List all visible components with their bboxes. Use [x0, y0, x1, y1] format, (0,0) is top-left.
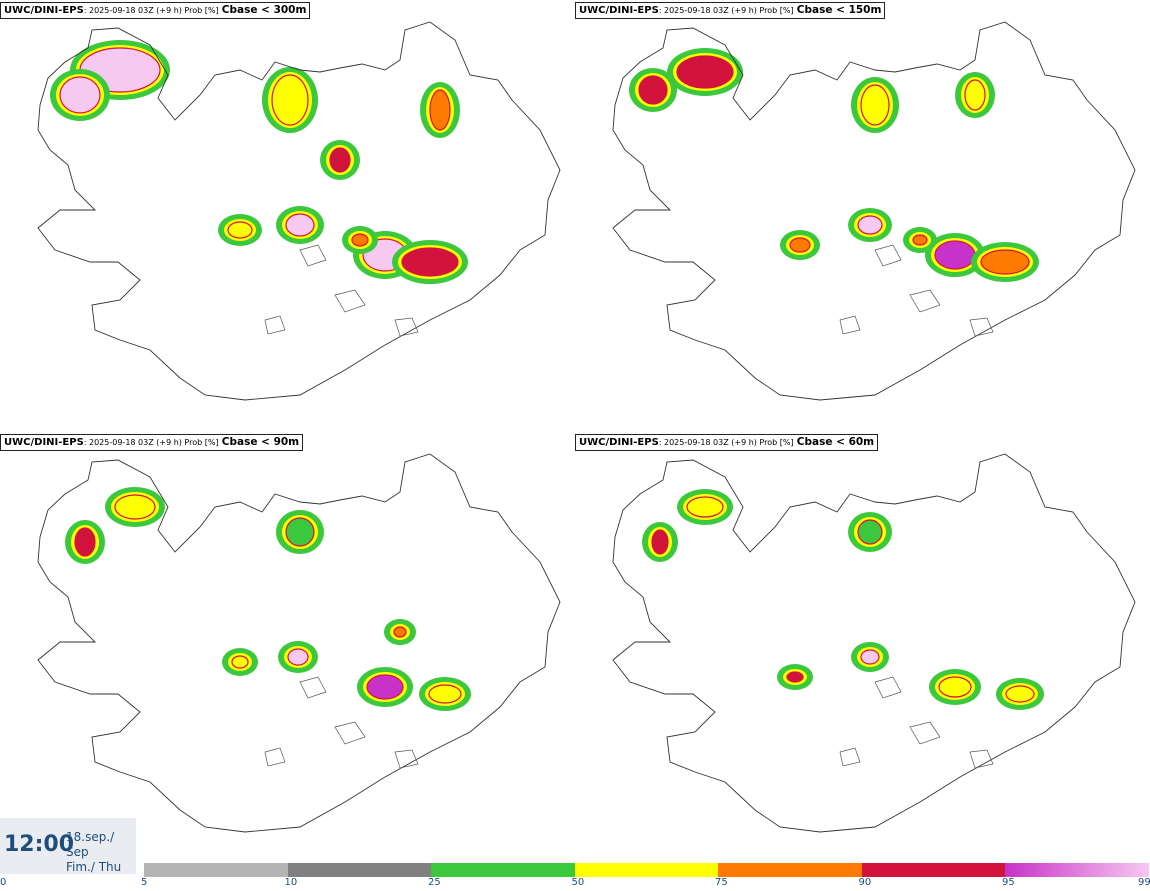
legend-tick: 99	[1138, 877, 1150, 888]
glacier-outline	[334, 721, 366, 745]
map-panel-60m: UWC/DINI-EPS: 2025-09-18 03Z (+9 h) Prob…	[575, 432, 1150, 864]
prob-area	[428, 684, 462, 704]
prob-area	[329, 147, 351, 173]
prob-area	[271, 74, 309, 126]
date-line-2: Fim./ Thu	[66, 860, 122, 874]
panel-title: UWC/DINI-EPS: 2025-09-18 03Z (+9 h) Prob…	[575, 2, 886, 19]
prob-area	[285, 517, 315, 547]
legend-swatch	[718, 863, 862, 877]
glacier-outline	[909, 289, 941, 313]
glacier-outline	[299, 676, 327, 699]
prob-area	[934, 240, 976, 270]
glacier-outline	[969, 317, 994, 337]
valid-date: 18.sep./ Sep Fim./ Thu	[66, 830, 136, 875]
legend-swatch	[431, 863, 575, 877]
run-info: : 2025-09-18 03Z (+9 h) Prob [%]	[83, 6, 219, 15]
glacier-outline	[909, 721, 941, 745]
prob-area	[429, 89, 451, 131]
legend-tick: 75	[715, 877, 728, 888]
legend-tick: 50	[571, 877, 585, 888]
variable-label: Cbase < 150m	[796, 4, 882, 16]
prob-area	[114, 494, 156, 520]
legend-swatch	[287, 863, 431, 877]
legend-tick: 5	[141, 877, 148, 888]
prob-area	[676, 55, 734, 89]
prob-area	[857, 215, 883, 235]
variable-label: Cbase < 300m	[221, 4, 307, 16]
legend-swatch	[574, 863, 718, 877]
model-source: UWC/DINI-EPS	[579, 437, 659, 448]
model-source: UWC/DINI-EPS	[4, 5, 84, 16]
run-info: : 2025-09-18 03Z (+9 h) Prob [%]	[658, 6, 794, 15]
color-legend: 0 5 10 25 50 75 90 95 99	[0, 860, 1150, 891]
variable-label: Cbase < 60m	[796, 436, 875, 448]
map-panel-150m: UWC/DINI-EPS: 2025-09-18 03Z (+9 h) Prob…	[575, 0, 1150, 432]
map-panel-90m: UWC/DINI-EPS: 2025-09-18 03Z (+9 h) Prob…	[0, 432, 575, 864]
glacier-outline	[299, 244, 327, 267]
prob-area	[860, 84, 890, 126]
panel-title: UWC/DINI-EPS: 2025-09-18 03Z (+9 h) Prob…	[0, 434, 304, 451]
prob-area	[227, 221, 253, 239]
coastline	[612, 453, 1136, 833]
coastline	[37, 453, 561, 833]
model-source: UWC/DINI-EPS	[4, 437, 84, 448]
prob-area	[74, 527, 96, 557]
prob-area	[789, 237, 811, 253]
glacier-outline	[874, 244, 902, 267]
glacier-outline	[394, 749, 419, 769]
glacier-outline	[874, 676, 902, 699]
glacier-outline	[394, 317, 419, 337]
legend-swatch	[144, 863, 288, 877]
iceland-map	[37, 21, 561, 401]
prob-area	[59, 76, 101, 114]
run-info: : 2025-09-18 03Z (+9 h) Prob [%]	[658, 438, 794, 447]
panel-title: UWC/DINI-EPS: 2025-09-18 03Z (+9 h) Prob…	[575, 434, 879, 451]
map-panel-300m: UWC/DINI-EPS: 2025-09-18 03Z (+9 h) Prob…	[0, 0, 575, 432]
coastline	[612, 21, 1136, 401]
prob-area	[912, 234, 928, 246]
prob-area	[351, 233, 369, 247]
glacier-outline	[264, 315, 286, 335]
glacier-outline	[839, 315, 861, 335]
run-info: : 2025-09-18 03Z (+9 h) Prob [%]	[83, 438, 219, 447]
prob-area	[393, 626, 407, 638]
model-source: UWC/DINI-EPS	[579, 5, 659, 16]
prob-area	[231, 655, 249, 669]
prob-area	[638, 75, 668, 105]
prob-area	[686, 496, 724, 518]
iceland-map	[612, 453, 1136, 833]
valid-time: 12:00	[4, 832, 75, 857]
legend-tick: 25	[428, 877, 441, 888]
legend-swatch	[1005, 863, 1149, 877]
prob-area	[786, 671, 804, 683]
iceland-map	[37, 453, 561, 833]
prob-area	[285, 213, 315, 237]
glacier-outline	[264, 747, 286, 767]
prob-area	[1005, 685, 1035, 703]
glacier-outline	[839, 747, 861, 767]
glacier-outline	[334, 289, 366, 313]
prob-area	[938, 676, 972, 698]
variable-label: Cbase < 90m	[221, 436, 300, 448]
prob-area	[964, 79, 986, 111]
prob-area	[860, 649, 880, 665]
legend-tick: 90	[858, 877, 872, 888]
prob-area	[857, 519, 883, 545]
prob-area	[980, 249, 1030, 275]
prob-area	[287, 648, 309, 666]
panel-title: UWC/DINI-EPS: 2025-09-18 03Z (+9 h) Prob…	[0, 2, 311, 19]
legend-swatch	[861, 863, 1005, 877]
legend-tick: 95	[1002, 877, 1015, 888]
iceland-map	[612, 21, 1136, 401]
valid-time-box: 12:00 18.sep./ Sep Fim./ Thu	[0, 818, 136, 874]
legend-tick: 0	[0, 877, 7, 888]
prob-area	[651, 529, 669, 555]
coastline	[37, 21, 561, 401]
prob-area	[366, 674, 404, 700]
legend-tick: 10	[284, 877, 298, 888]
glacier-outline	[969, 749, 994, 769]
date-line-1: 18.sep./ Sep	[66, 830, 115, 859]
prob-area	[401, 247, 459, 277]
